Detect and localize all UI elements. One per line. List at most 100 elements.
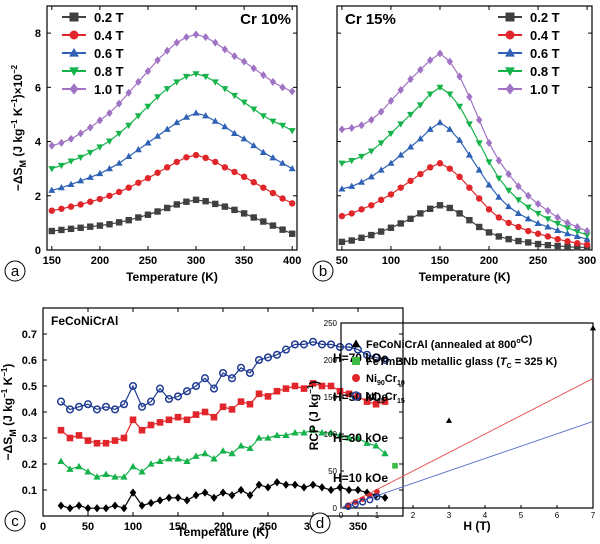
data-point xyxy=(357,153,366,161)
plot-frame xyxy=(340,322,594,509)
data-point xyxy=(366,496,374,504)
data-point xyxy=(192,196,200,204)
data-point xyxy=(426,125,434,132)
data-point xyxy=(407,215,414,223)
data-point xyxy=(417,65,424,74)
data-point xyxy=(476,195,483,202)
data-point xyxy=(125,122,133,129)
data-point xyxy=(66,434,74,442)
y-axis-label: −ΔSM (J kg−1 K−1)×10−2 xyxy=(10,64,28,191)
data-point xyxy=(57,183,65,191)
x-tick-label: 250 xyxy=(259,521,277,533)
x-tick-label: 100 xyxy=(124,521,142,533)
data-point xyxy=(202,73,210,81)
data-point xyxy=(96,169,104,177)
data-point xyxy=(236,363,246,372)
y-tick-label: 8 xyxy=(35,28,41,40)
data-point xyxy=(336,387,344,395)
data-point xyxy=(115,130,123,138)
data-point xyxy=(426,164,434,171)
data-point xyxy=(279,226,286,233)
data-point xyxy=(221,45,229,54)
data-point xyxy=(282,385,290,392)
data-point xyxy=(362,350,372,359)
x-tick-label: 150 xyxy=(431,255,449,267)
data-point xyxy=(505,235,512,243)
series-0-2-T xyxy=(338,202,591,251)
data-point xyxy=(202,112,210,119)
data-point xyxy=(426,91,434,98)
data-point xyxy=(125,184,132,191)
data-point xyxy=(514,197,522,204)
data-point xyxy=(129,462,137,470)
data-point xyxy=(387,191,395,198)
data-point xyxy=(288,230,296,237)
y-tick-label: 0 xyxy=(35,245,41,257)
panel-label-circle xyxy=(312,260,334,282)
data-point xyxy=(120,504,128,513)
y-axis-label: RCP (J kg−1) xyxy=(306,381,321,451)
data-point xyxy=(291,382,299,390)
data-point xyxy=(67,158,75,165)
data-point xyxy=(96,195,104,203)
data-point xyxy=(58,138,65,147)
data-point xyxy=(436,84,444,92)
data-point xyxy=(219,403,227,411)
x-tick-label: 250 xyxy=(139,255,157,267)
data-point xyxy=(93,473,101,480)
data-point xyxy=(106,192,113,199)
legend-label: 0.4 T xyxy=(530,28,560,43)
data-point xyxy=(534,210,542,218)
legend-marker xyxy=(69,67,79,77)
data-point xyxy=(192,71,200,78)
data-point xyxy=(66,465,74,472)
data-point xyxy=(446,204,453,212)
data-point xyxy=(299,340,309,349)
data-point xyxy=(115,99,123,108)
legend-marker xyxy=(351,339,361,348)
data-point xyxy=(357,178,366,185)
data-point xyxy=(554,226,562,234)
data-point xyxy=(345,434,353,441)
legend-label: FeTmBNb metallic glass (TC = 325 K) xyxy=(366,356,558,370)
data-point xyxy=(348,157,356,165)
panel-b: 50 100 150 200 250 300 0.2 T 0.4 T 0.6 T 0.8 T 1.0… xyxy=(312,5,596,284)
legend-label: 0.2 T xyxy=(94,10,124,25)
legend-label: Ni85Cr15 xyxy=(366,391,405,405)
series-0-6-T xyxy=(338,118,591,242)
data-point xyxy=(407,143,415,150)
data-point xyxy=(407,75,414,84)
data-point xyxy=(387,96,395,105)
legend-marker xyxy=(69,47,79,57)
data-point xyxy=(260,218,267,225)
data-point xyxy=(318,429,326,436)
data-point xyxy=(201,449,209,457)
data-point xyxy=(65,405,75,414)
x-tick-label: 3 xyxy=(447,511,452,520)
data-point xyxy=(554,235,561,243)
data-point xyxy=(515,223,522,231)
data-point xyxy=(87,123,94,132)
data-point xyxy=(174,455,182,462)
data-point xyxy=(183,416,191,424)
data-point xyxy=(466,184,473,191)
data-point xyxy=(144,103,152,110)
data-point xyxy=(279,159,287,166)
data-point xyxy=(514,209,522,216)
data-point xyxy=(354,393,362,400)
y-tick-label: 0.6 xyxy=(22,355,37,367)
data-point xyxy=(259,113,267,120)
data-point xyxy=(300,385,308,392)
data-point xyxy=(163,86,171,93)
data-point xyxy=(231,168,238,176)
x-tick-label: 300 xyxy=(187,255,205,267)
data-point xyxy=(165,416,173,424)
data-point xyxy=(84,504,92,513)
data-point xyxy=(485,206,493,213)
data-point xyxy=(436,202,444,209)
data-point xyxy=(173,118,181,126)
data-point xyxy=(173,201,181,208)
data-point xyxy=(260,184,267,191)
data-point xyxy=(58,226,65,234)
